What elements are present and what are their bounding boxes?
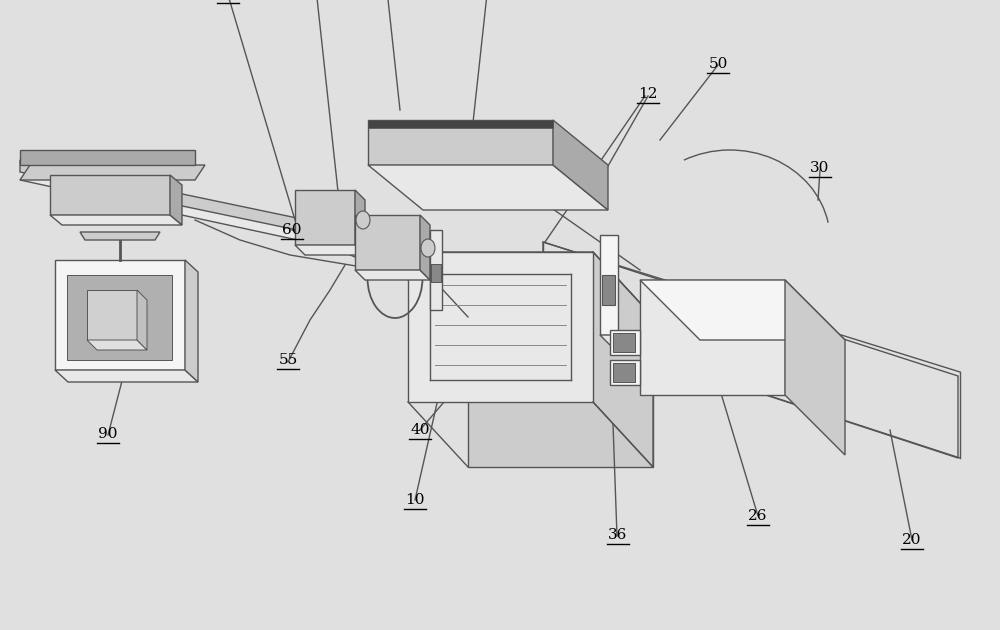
Polygon shape [170, 175, 182, 225]
Polygon shape [355, 215, 420, 270]
Text: 30: 30 [810, 161, 830, 175]
Polygon shape [87, 290, 137, 340]
Polygon shape [431, 264, 441, 282]
Polygon shape [602, 275, 615, 305]
Polygon shape [613, 333, 635, 352]
Polygon shape [600, 335, 628, 345]
Polygon shape [610, 330, 640, 355]
Polygon shape [610, 360, 640, 385]
Polygon shape [553, 120, 608, 210]
Text: 40: 40 [410, 423, 430, 437]
Polygon shape [295, 245, 365, 255]
Text: 12: 12 [638, 87, 658, 101]
Text: 50: 50 [708, 57, 728, 71]
Polygon shape [67, 275, 172, 360]
Polygon shape [408, 252, 653, 317]
Ellipse shape [356, 211, 370, 229]
Polygon shape [613, 363, 635, 382]
Polygon shape [640, 280, 785, 395]
Polygon shape [87, 340, 147, 350]
Text: 90: 90 [98, 427, 118, 441]
Polygon shape [593, 252, 653, 467]
Polygon shape [55, 260, 185, 370]
Text: 20: 20 [902, 533, 922, 547]
Polygon shape [368, 120, 553, 165]
Polygon shape [468, 317, 653, 467]
Polygon shape [185, 260, 198, 382]
Polygon shape [80, 232, 160, 240]
Polygon shape [20, 172, 402, 260]
Polygon shape [420, 215, 430, 280]
Text: 72: 72 [218, 0, 238, 1]
Polygon shape [295, 190, 355, 245]
Text: 36: 36 [608, 528, 628, 542]
Polygon shape [50, 175, 170, 215]
Polygon shape [368, 120, 553, 128]
Polygon shape [137, 290, 147, 350]
Polygon shape [355, 270, 430, 280]
Text: 10: 10 [405, 493, 425, 507]
Polygon shape [430, 230, 442, 310]
Polygon shape [20, 160, 402, 252]
Ellipse shape [421, 239, 435, 257]
Polygon shape [20, 165, 205, 180]
Text: 55: 55 [278, 353, 298, 367]
Polygon shape [785, 280, 845, 455]
Text: 60: 60 [282, 223, 302, 237]
Polygon shape [50, 215, 182, 225]
Text: 26: 26 [748, 509, 768, 523]
Polygon shape [640, 280, 845, 340]
Polygon shape [600, 235, 618, 335]
Polygon shape [408, 252, 593, 402]
Polygon shape [368, 165, 608, 210]
Polygon shape [20, 150, 195, 165]
Polygon shape [55, 370, 198, 382]
Polygon shape [355, 190, 365, 255]
